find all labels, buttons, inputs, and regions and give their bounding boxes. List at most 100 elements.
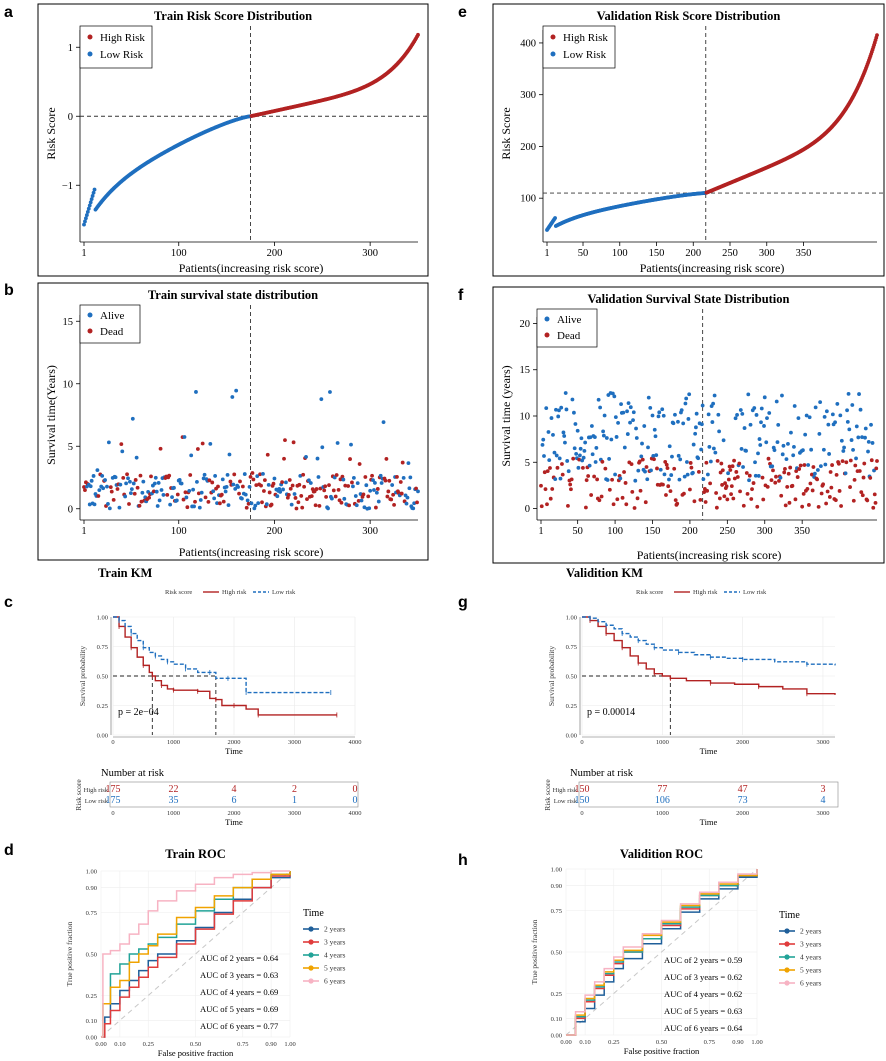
legend-label: 4 years (324, 951, 346, 960)
x-tick-label: 0.00 (95, 1041, 106, 1048)
alive-point (738, 408, 743, 412)
dead-point (811, 465, 816, 469)
x-tick-label: 0 (111, 739, 114, 746)
alive-point (607, 457, 611, 461)
alive-point (824, 409, 829, 414)
alive-point (676, 453, 681, 458)
alive-point (390, 483, 395, 487)
legend-marker-high (550, 34, 556, 40)
alive-point (764, 440, 769, 445)
y-tick-label: 300 (520, 90, 536, 101)
risk-table-ylabel: Risk score (543, 779, 552, 811)
dead-point (787, 500, 792, 505)
alive-point (97, 488, 102, 493)
dead-point (790, 483, 795, 488)
alive-point (669, 473, 674, 477)
km-curve-low-risk (113, 616, 331, 694)
auc-label: AUC of 4 years = 0.62 (664, 989, 742, 999)
dead-point (861, 475, 866, 480)
dead-point (725, 497, 730, 502)
alive-point (316, 475, 321, 479)
legend-box (79, 25, 153, 69)
risk-table-count: 73 (738, 795, 748, 806)
alive-point (342, 496, 347, 501)
dead-point (840, 459, 845, 464)
panel-border (37, 3, 429, 277)
alive-point (622, 445, 627, 450)
alive-point (208, 441, 213, 446)
alive-point (192, 504, 196, 509)
dead-point (834, 472, 839, 477)
dead-point (668, 489, 673, 494)
legend-marker-low (550, 51, 556, 57)
dead-point (139, 499, 144, 504)
alive-point (407, 486, 412, 491)
risk-table-xlabel: Time (225, 817, 243, 827)
y-tick-label: 0.50 (86, 952, 97, 959)
alive-point (705, 472, 710, 477)
alive-point (106, 440, 111, 445)
dead-point (797, 467, 802, 471)
risk-table-box (109, 781, 359, 808)
dead-point (611, 502, 616, 507)
roc-curve-5-years (101, 871, 291, 1038)
dead-point (301, 472, 306, 477)
alive-point (706, 412, 711, 417)
alive-point (619, 402, 623, 407)
risk-table-count: 47 (738, 784, 748, 795)
alive-point (673, 412, 677, 417)
dead-point (708, 481, 713, 486)
dead-point (859, 490, 864, 495)
risk-x-tick: 2000 (736, 810, 749, 817)
dead-point (210, 480, 215, 485)
p-value: p = 2e−04 (118, 707, 159, 718)
alive-point (809, 447, 814, 452)
x-tick-label: 200 (267, 526, 283, 537)
dead-point (827, 495, 832, 499)
alive-point (113, 475, 118, 480)
dead-point (661, 482, 665, 487)
y-axis-label: True positive fraction (530, 919, 539, 984)
dead-point (267, 490, 272, 495)
alive-point (733, 416, 738, 421)
dead-point (109, 489, 114, 494)
dead-point (666, 484, 671, 489)
alive-point (152, 481, 157, 486)
dead-point (259, 483, 263, 488)
dead-point (872, 492, 877, 497)
y-tick-label: 400 (520, 38, 536, 49)
legend-title: Risk score (636, 589, 663, 596)
alive-point (756, 451, 760, 456)
dead-point (705, 488, 710, 493)
y-tick-label: 1.00 (86, 869, 97, 876)
alive-point (236, 485, 240, 489)
alive-point (796, 416, 801, 421)
x-tick-label: 0.75 (704, 1039, 715, 1046)
alive-point (416, 489, 420, 494)
alive-point (869, 422, 873, 427)
dead-point (829, 485, 834, 490)
dead-point (815, 477, 820, 482)
dead-point (232, 472, 237, 477)
dead-point (809, 472, 814, 477)
dead-point (727, 464, 732, 469)
km-heading: Validition KM (566, 566, 643, 580)
dead-point (269, 502, 274, 507)
dead-point (206, 500, 211, 504)
x-tick-label: 300 (362, 526, 378, 537)
dead-point (542, 470, 547, 475)
alive-point (541, 437, 546, 442)
alive-point (126, 476, 130, 481)
alive-point (240, 496, 244, 501)
panel-border (492, 3, 885, 277)
alive-point (842, 445, 846, 450)
alive-point (851, 447, 855, 452)
alive-point (362, 505, 367, 510)
dead-point (147, 495, 151, 500)
alive-point (358, 492, 363, 496)
risk-table-count: 175 (106, 784, 121, 795)
dead-point (543, 487, 548, 492)
y-tick-label: 0.00 (97, 733, 108, 740)
legend-label: High Risk (100, 32, 145, 44)
alive-point (559, 405, 564, 410)
